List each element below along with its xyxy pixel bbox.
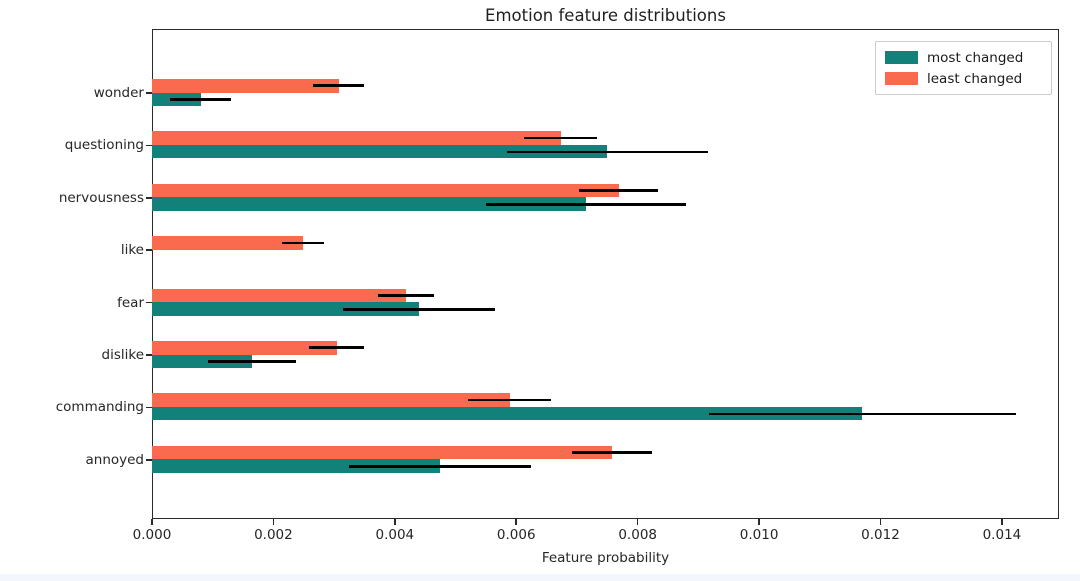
x-tick-mark [394, 519, 396, 525]
bar-least-changed-nervousness [152, 183, 619, 198]
y-tick-mark [146, 249, 152, 251]
legend: most changed least changed [875, 41, 1052, 95]
legend-label-most-changed: most changed [927, 49, 1024, 66]
legend-swatch-least-changed [885, 72, 918, 85]
y-tick-mark [146, 301, 152, 304]
y-tick-mark [146, 406, 152, 409]
error-bar-least-changed-nervousness [579, 189, 659, 192]
error-bar-least-changed-commanding [468, 398, 551, 402]
error-bar-least-changed-wonder [313, 84, 365, 87]
y-tick-mark [146, 197, 152, 199]
error-bar-least-changed-dislike [308, 346, 365, 349]
x-tick-mark [272, 519, 275, 525]
screenshot-bottom-edge [0, 574, 1080, 581]
y-tick-label: commanding [55, 399, 144, 416]
y-tick-label: wonder [93, 85, 144, 101]
error-bar-most-changed-wonder [170, 98, 231, 101]
x-tick-label: 0.010 [739, 527, 779, 543]
x-tick-mark [879, 519, 882, 525]
error-bar-most-changed-questioning [506, 150, 709, 154]
bar-least-changed-commanding [152, 393, 510, 407]
error-bar-least-changed-fear [377, 294, 434, 297]
error-bar-least-changed-like [281, 241, 325, 245]
x-tick-mark [151, 519, 153, 525]
y-tick-mark [146, 92, 152, 94]
error-bar-most-changed-nervousness [485, 203, 687, 206]
legend-entry-most-changed: most changed [885, 47, 1042, 68]
x-tick-label: 0.012 [861, 527, 900, 543]
y-tick-label: annoyed [85, 451, 144, 468]
bar-least-changed-questioning [152, 131, 561, 145]
chart-title: Emotion feature distributions [485, 6, 726, 25]
error-bar-most-changed-commanding [708, 412, 1016, 416]
bar-least-changed-dislike [152, 341, 337, 355]
bar-most-changed-commanding [152, 406, 863, 421]
y-tick-label: dislike [101, 347, 145, 363]
x-tick-mark [636, 519, 639, 525]
y-tick-label: nervousness [58, 189, 144, 206]
error-bar-most-changed-dislike [207, 360, 297, 363]
x-tick-label: 0.002 [254, 527, 293, 543]
x-tick-mark [1001, 519, 1003, 525]
bar-most-changed-annoyed [152, 459, 441, 473]
error-bar-least-changed-questioning [524, 136, 597, 140]
x-tick-label: 0.006 [496, 527, 536, 543]
bar-least-changed-fear [152, 288, 406, 303]
y-tick-label: like [120, 242, 144, 259]
x-tick-label: 0.004 [375, 527, 415, 543]
bar-most-changed-fear [152, 302, 420, 316]
y-tick-label: fear [117, 294, 144, 311]
y-tick-label: questioning [64, 137, 144, 154]
y-tick-mark [146, 459, 152, 461]
legend-label-least-changed: least changed [927, 70, 1023, 87]
x-tick-label: 0.014 [982, 527, 1022, 543]
y-tick-mark [146, 354, 152, 356]
error-bar-most-changed-fear [343, 308, 495, 311]
bar-least-changed-like [152, 236, 304, 250]
x-tick-label: 0.008 [618, 527, 657, 543]
bar-least-changed-wonder [152, 79, 339, 93]
legend-entry-least-changed: least changed [885, 68, 1042, 89]
y-tick-mark [146, 144, 152, 147]
error-bar-least-changed-annoyed [571, 451, 652, 454]
legend-swatch-most-changed [885, 51, 918, 64]
bar-most-changed-dislike [152, 354, 253, 368]
bar-most-changed-questioning [152, 144, 608, 159]
plot-area [152, 29, 1059, 519]
x-tick-mark [515, 519, 518, 525]
x-tick-label: 0.000 [132, 527, 172, 543]
error-bar-most-changed-annoyed [349, 465, 532, 468]
x-axis-label: Feature probability [541, 550, 670, 566]
bar-most-changed-nervousness [152, 197, 587, 211]
bar-least-changed-annoyed [152, 445, 612, 460]
x-tick-mark [758, 519, 760, 525]
